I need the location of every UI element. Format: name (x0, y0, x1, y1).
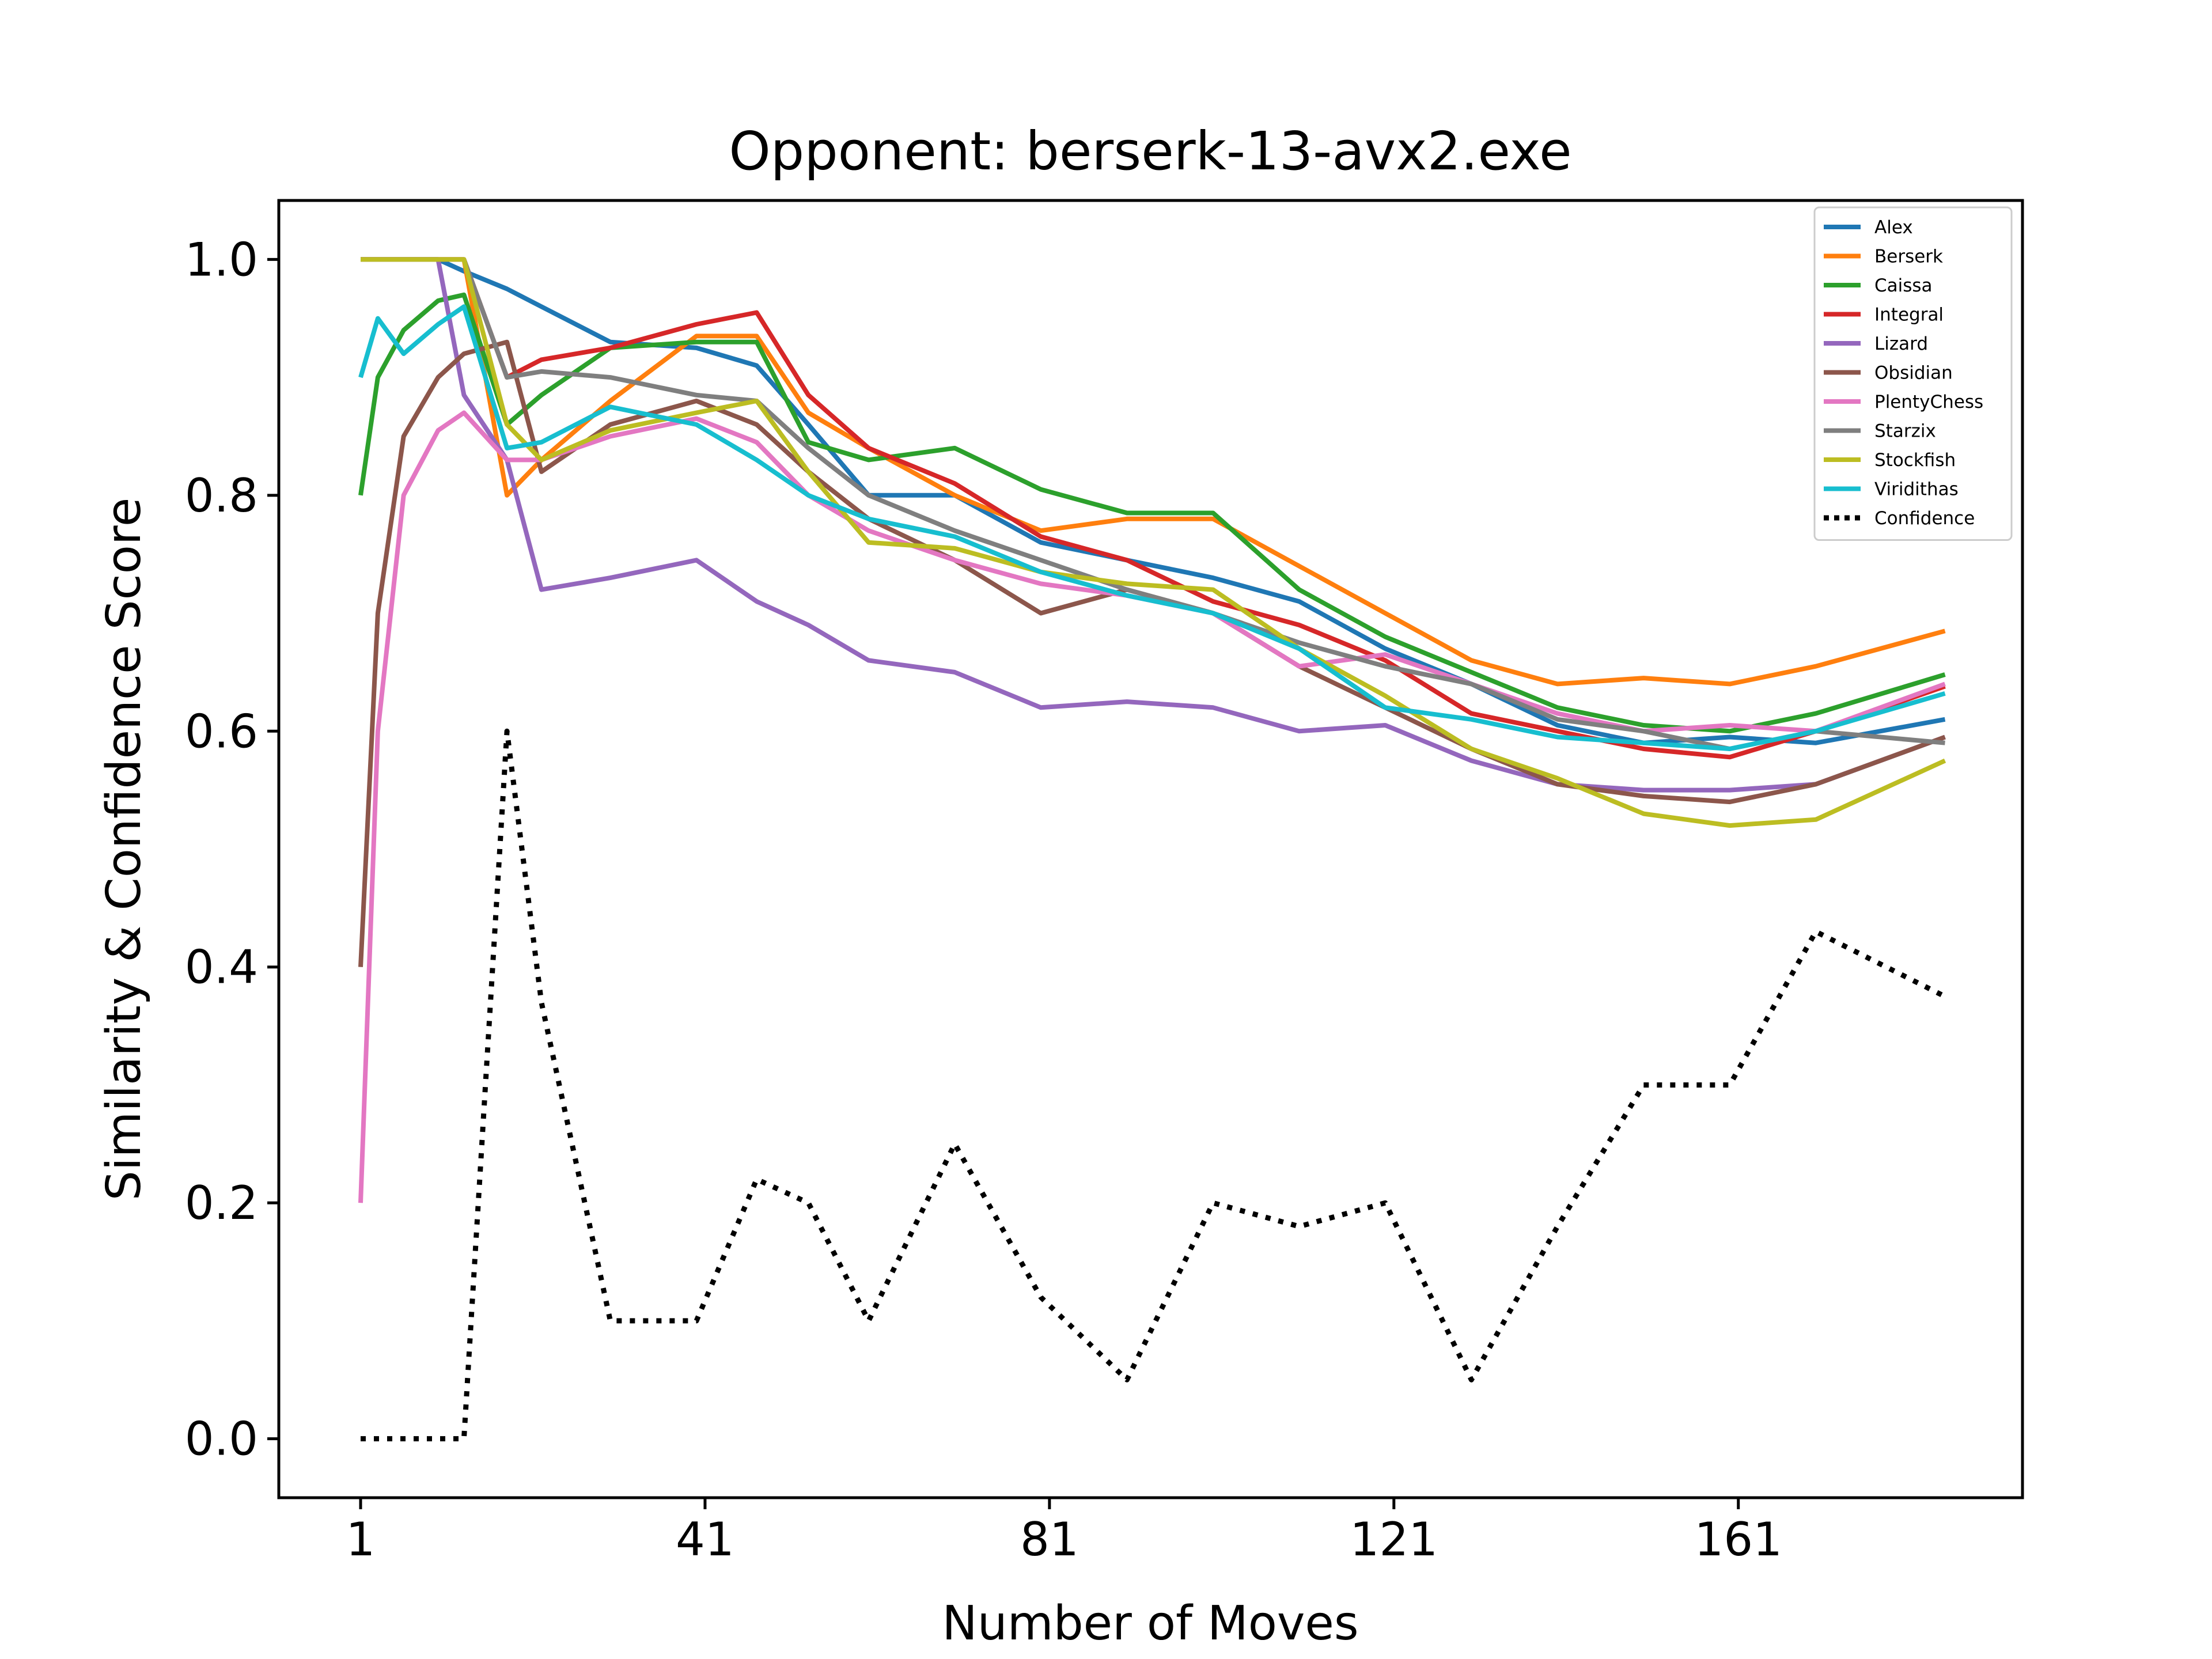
legend-label-viridithas: Viridithas (1874, 479, 1959, 500)
series-line-alex (361, 257, 1946, 745)
legend-label-berserk: Berserk (1874, 247, 1943, 267)
series-line-viridithas (358, 304, 1946, 751)
series-group (358, 257, 1946, 1442)
y-axis-label: Similarity & Confidence Score (97, 498, 151, 1201)
legend-label-integral: Integral (1874, 305, 1944, 325)
y-tick-label: 0.4 (185, 941, 258, 994)
legend-label-obsidian: Obsidian (1874, 363, 1953, 384)
y-tick-label: 1.0 (185, 233, 258, 286)
legend-label-stockfish: Stockfish (1874, 450, 1956, 471)
x-tick-label: 41 (676, 1513, 734, 1566)
legend-label-alex: Alex (1874, 217, 1913, 238)
y-tick-label: 0.2 (185, 1176, 258, 1230)
y-tick-label: 0.0 (185, 1412, 258, 1466)
series-line-stockfish (361, 257, 1946, 828)
plot-frame (277, 199, 2024, 1499)
legend-label-caissa: Caissa (1874, 275, 1933, 296)
y-tick-label: 0.6 (185, 704, 258, 758)
y-axis-ticks: 0.0 0.2 0.4 0.6 0.8 1.0 (185, 233, 279, 1466)
x-axis-ticks: 1 41 81 121 161 (346, 1498, 1782, 1566)
x-tick-label: 161 (1694, 1513, 1782, 1566)
chart-title: Opponent: berserk-13-avx2.exe (729, 120, 1571, 182)
legend-box (1813, 206, 2013, 541)
series-line-confidence (361, 728, 1946, 1442)
x-tick-label: 121 (1350, 1513, 1438, 1566)
legend-label-plentychess: PlentyChess (1874, 392, 1983, 412)
legend: Alex Berserk Caissa Integral Lizard Obsidian P… (1813, 206, 2013, 541)
y-tick-label: 0.8 (185, 469, 258, 522)
x-tick-label: 81 (1020, 1513, 1079, 1566)
x-tick-label: 1 (346, 1513, 376, 1566)
legend-label-lizard: Lizard (1874, 334, 1928, 354)
legend-label-starzix: Starzix (1874, 421, 1936, 442)
x-axis-label: Number of Moves (942, 1596, 1358, 1651)
legend-label-confidence: Confidence (1874, 508, 1975, 529)
series-line-caissa (358, 292, 1946, 734)
